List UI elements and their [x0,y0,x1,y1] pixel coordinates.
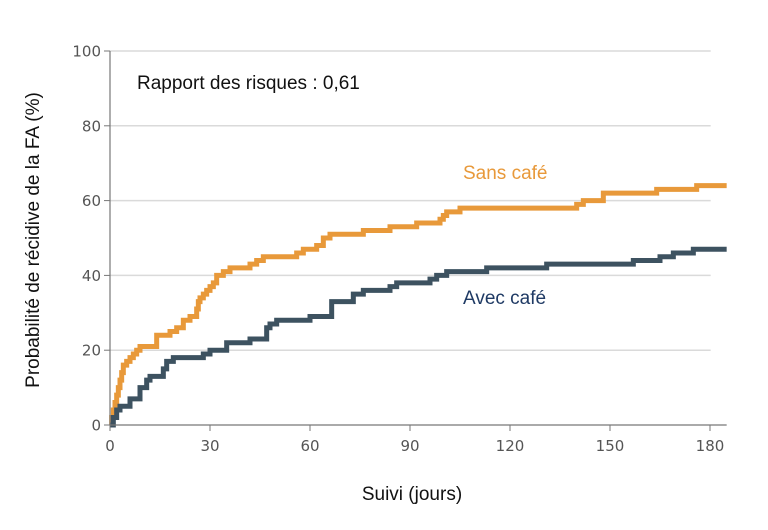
hazard-ratio-annotation: Rapport des risques : 0,61 [137,73,360,94]
x-tick-label: 150 [596,437,625,455]
gridlines [110,50,711,351]
series-label-sans-cafe: Sans café [463,163,548,184]
series-label-avec-cafe: Avec café [463,288,546,309]
x-tick-label: 180 [696,437,725,455]
y-tick-label: 0 [91,417,101,435]
x-tick-label: 30 [200,437,219,455]
curve-avec-cafe [110,246,727,428]
x-axis-ticks: 0 30 60 90 120 150 180 [105,425,724,455]
survival-curves [109,183,727,428]
y-axis-title: Probabilité de récidive de la FA (%) [23,92,44,388]
y-axis-ticks: 0 20 40 60 80 100 [72,43,110,435]
x-tick-label: 90 [400,437,419,455]
y-tick-label: 100 [72,43,101,61]
y-tick-label: 80 [82,117,101,135]
x-tick-label: 0 [105,437,115,455]
curve-sans-cafe [109,183,727,428]
y-tick-label: 20 [82,342,101,360]
axes [109,51,727,426]
y-tick-label: 40 [82,267,101,285]
x-axis-title: Suivi (jours) [362,484,462,505]
y-tick-label: 60 [82,192,101,210]
x-tick-label: 120 [496,437,525,455]
x-tick-label: 60 [300,437,319,455]
